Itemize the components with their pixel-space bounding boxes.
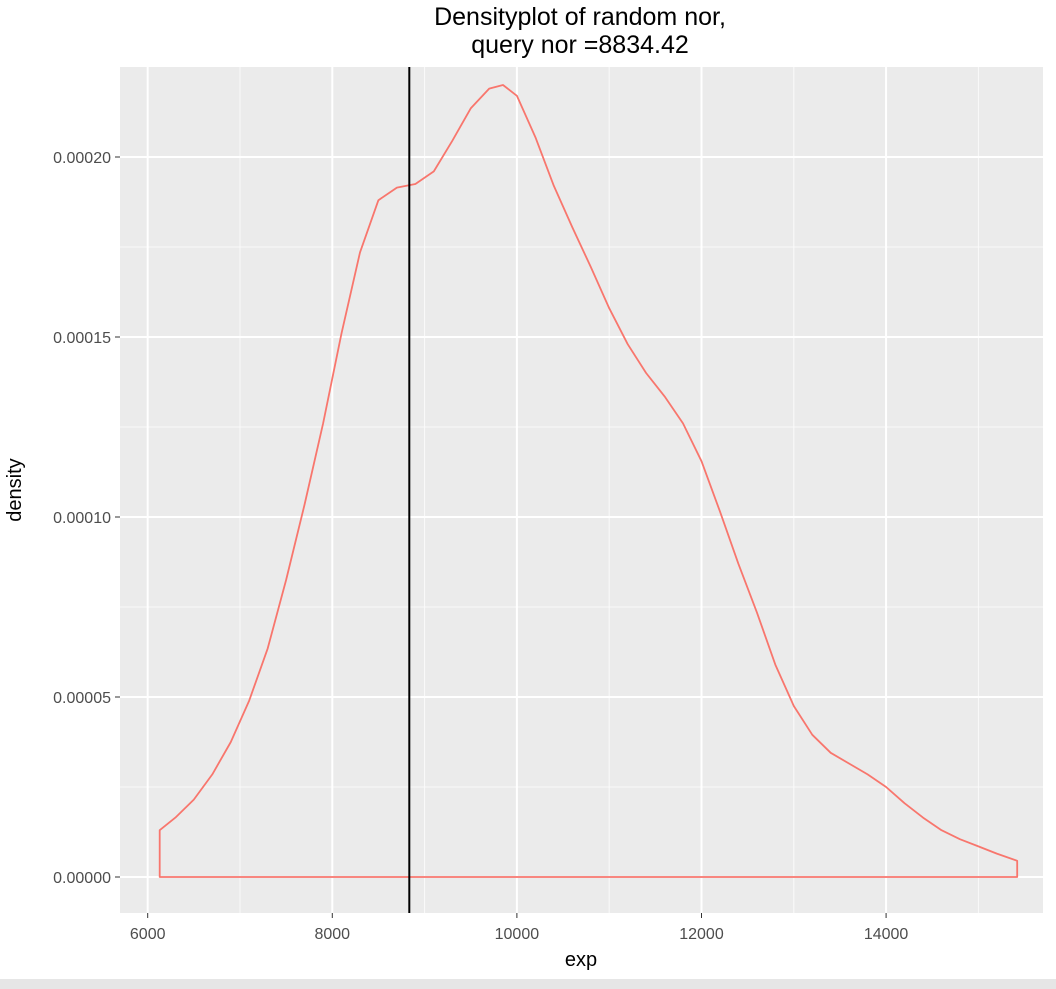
y-tick-label: 0.00000 — [53, 870, 111, 887]
chart-title-line-1: Densityplot of random nor, — [434, 3, 726, 31]
chart-title-line-2: query nor =8834.42 — [471, 31, 689, 59]
x-tick-label: 8000 — [314, 926, 350, 943]
x-tick-label: 14000 — [864, 926, 909, 943]
major-gridlines — [120, 67, 1043, 913]
x-tick-label: 10000 — [495, 926, 540, 943]
density-curve — [158, 84, 1019, 878]
window-bottom-strip — [0, 979, 1056, 989]
density-series — [158, 84, 1019, 878]
y-tick-label: 0.00005 — [53, 690, 111, 707]
x-tick-label: 12000 — [679, 926, 724, 943]
y-axis-ticks: 0.00000 0.00005 0.00010 0.00015 0.00020 — [53, 150, 120, 887]
y-tick-label: 0.00010 — [53, 510, 111, 527]
y-tick-label: 0.00020 — [53, 150, 111, 167]
x-tick-label: 6000 — [130, 926, 166, 943]
x-axis-ticks: 6000 8000 10000 12000 14000 — [130, 913, 909, 943]
y-tick-label: 0.00015 — [53, 330, 111, 347]
x-axis-title: exp — [565, 949, 597, 971]
plot-panel — [120, 67, 1043, 913]
y-axis-title: density — [4, 458, 26, 521]
